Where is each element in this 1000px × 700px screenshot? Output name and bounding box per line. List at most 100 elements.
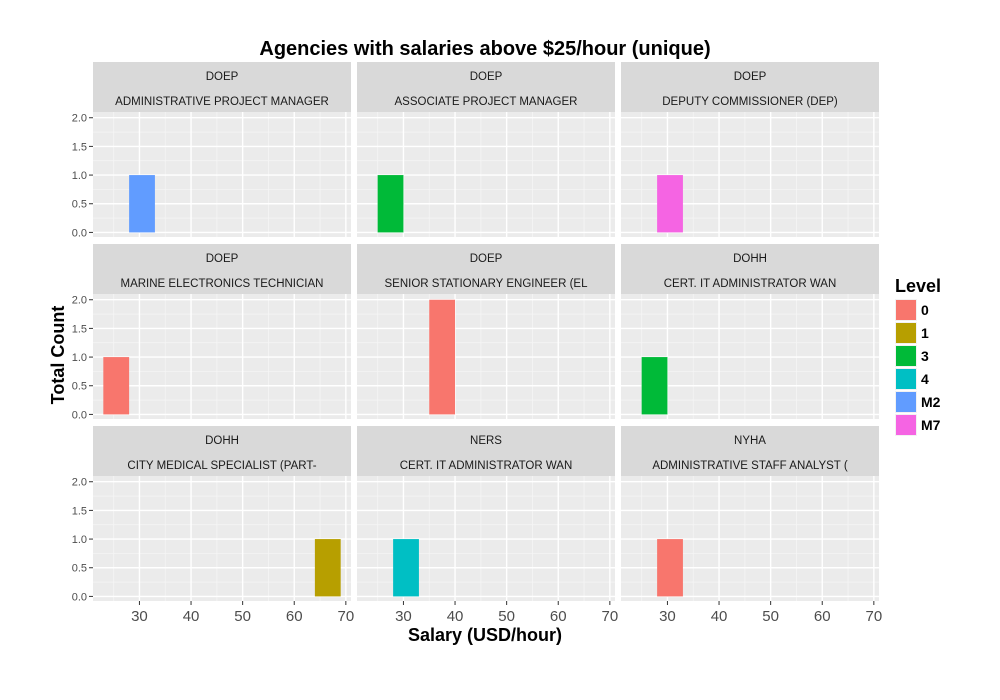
facet-panel: NYHA ADMINISTRATIVE STAFF ANALYST ( 30 40 50… (621, 426, 882, 625)
facet-panels: DOEP ADMINISTRATIVE PROJECT MANAGER 0.0 0.5… (72, 62, 882, 625)
y-tick-label: 1.5 (72, 505, 87, 517)
legend-entry: M7 (895, 414, 941, 436)
legend-entry: M2 (895, 391, 941, 413)
legend-key (896, 415, 916, 435)
facet-agency-label: DOHH (733, 253, 767, 265)
facet-panel: DOEP ASSOCIATE PROJECT MANAGER (357, 62, 615, 237)
legend-key (896, 323, 916, 343)
legend-label: M2 (921, 394, 941, 410)
legend-key (896, 392, 916, 412)
x-tick-label: 40 (447, 608, 464, 625)
bar (314, 539, 341, 597)
x-tick-label: 60 (550, 608, 567, 625)
facet-agency-label: DOHH (205, 435, 239, 447)
legend-entry: 1 (895, 322, 929, 344)
facet-strip (357, 62, 615, 112)
legend-title: Level (895, 276, 941, 296)
x-tick-label: 50 (762, 608, 779, 625)
y-tick-label: 2.0 (72, 295, 87, 307)
facet-strip (357, 426, 615, 476)
y-tick-label: 2.0 (72, 477, 87, 489)
y-tick-label: 1.0 (72, 352, 87, 364)
facet-title-label: CERT. IT ADMINISTRATOR WAN (664, 278, 837, 290)
facet-strip (93, 426, 351, 476)
legend-entry: 0 (895, 299, 929, 321)
facet-panel: DOHH CITY MEDICAL SPECIALIST (PART- 0.0 0.5… (72, 426, 354, 625)
x-tick-label: 70 (337, 608, 354, 625)
x-tick-label: 50 (234, 608, 251, 625)
facet-agency-label: DOEP (206, 253, 239, 265)
bar (657, 175, 683, 233)
facet-strip (621, 426, 879, 476)
legend-key (896, 300, 916, 320)
legend-label: 4 (921, 371, 929, 387)
facet-strip (93, 62, 351, 112)
bar (641, 357, 668, 415)
facet-panel: DOEP SENIOR STATIONARY ENGINEER (EL (357, 244, 615, 419)
chart-title: Agencies with salaries above $25/hour (u… (259, 38, 710, 60)
facet-title-label: CERT. IT ADMINISTRATOR WAN (400, 460, 573, 472)
facet-agency-label: DOEP (206, 71, 239, 83)
x-tick-label: 30 (659, 608, 676, 625)
y-tick-label: 1.0 (72, 534, 87, 546)
legend-entry: 4 (895, 368, 929, 390)
facet-title-label: ASSOCIATE PROJECT MANAGER (395, 96, 578, 108)
x-axis-title: Salary (USD/hour) (408, 625, 562, 645)
legend-entry: 3 (895, 345, 929, 367)
y-tick-label: 0.5 (72, 199, 87, 211)
x-tick-label: 50 (498, 608, 515, 625)
facet-strip (621, 62, 879, 112)
x-tick-label: 70 (601, 608, 618, 625)
x-tick-label: 40 (183, 608, 200, 625)
y-tick-label: 2.0 (72, 113, 87, 125)
facet-title-label: CITY MEDICAL SPECIALIST (PART- (127, 460, 316, 472)
x-tick-label: 30 (395, 608, 412, 625)
bar (657, 539, 683, 597)
facet-title-label: DEPUTY COMMISSIONER (DEP) (662, 96, 838, 108)
y-tick-label: 0.5 (72, 563, 87, 575)
bar (393, 539, 419, 597)
bar (129, 175, 155, 233)
y-tick-label: 1.5 (72, 323, 87, 335)
facet-agency-label: NERS (470, 435, 502, 447)
y-tick-label: 0.0 (72, 409, 87, 421)
facet-title-label: ADMINISTRATIVE STAFF ANALYST ( (652, 460, 847, 472)
y-tick-label: 0.0 (72, 227, 87, 239)
bar (103, 357, 130, 415)
legend-label: M7 (921, 417, 941, 433)
x-tick-label: 60 (814, 608, 831, 625)
y-axis-title: Total Count (48, 306, 68, 405)
legend-key (896, 346, 916, 366)
facet-strip (357, 244, 615, 294)
legend-label: 1 (921, 325, 929, 341)
y-tick-label: 1.5 (72, 141, 87, 153)
y-tick-label: 0.0 (72, 591, 87, 603)
legend-key (896, 369, 916, 389)
facet-panel: DOEP DEPUTY COMMISSIONER (DEP) (621, 62, 879, 237)
legend: Level 0 1 3 4 M2 M7 (895, 276, 941, 436)
facet-agency-label: DOEP (470, 253, 503, 265)
facet-panel: DOHH CERT. IT ADMINISTRATOR WAN (621, 244, 879, 419)
facet-panel: DOEP ADMINISTRATIVE PROJECT MANAGER 0.0 0.5… (72, 62, 351, 239)
facet-agency-label: NYHA (734, 435, 766, 447)
y-tick-label: 1.0 (72, 170, 87, 182)
legend-label: 0 (921, 302, 929, 318)
facet-strip (93, 244, 351, 294)
legend-entries: 0 1 3 4 M2 M7 (895, 299, 941, 436)
bar (429, 299, 456, 415)
x-tick-label: 60 (286, 608, 303, 625)
y-tick-label: 0.5 (72, 381, 87, 393)
facet-agency-label: DOEP (470, 71, 503, 83)
legend-label: 3 (921, 348, 929, 364)
bar (377, 175, 404, 233)
facet-agency-label: DOEP (734, 71, 767, 83)
facet-panel: NERS CERT. IT ADMINISTRATOR WAN 30 40 50 60 70 (357, 426, 618, 625)
x-tick-label: 30 (131, 608, 148, 625)
x-tick-label: 70 (865, 608, 882, 625)
facet-panel: DOEP MARINE ELECTRONICS TECHNICIAN 0.0 0.5 1… (72, 244, 351, 421)
facet-strip (621, 244, 879, 294)
facet-title-label: MARINE ELECTRONICS TECHNICIAN (121, 278, 324, 290)
x-tick-label: 40 (711, 608, 728, 625)
facet-title-label: ADMINISTRATIVE PROJECT MANAGER (115, 96, 329, 108)
